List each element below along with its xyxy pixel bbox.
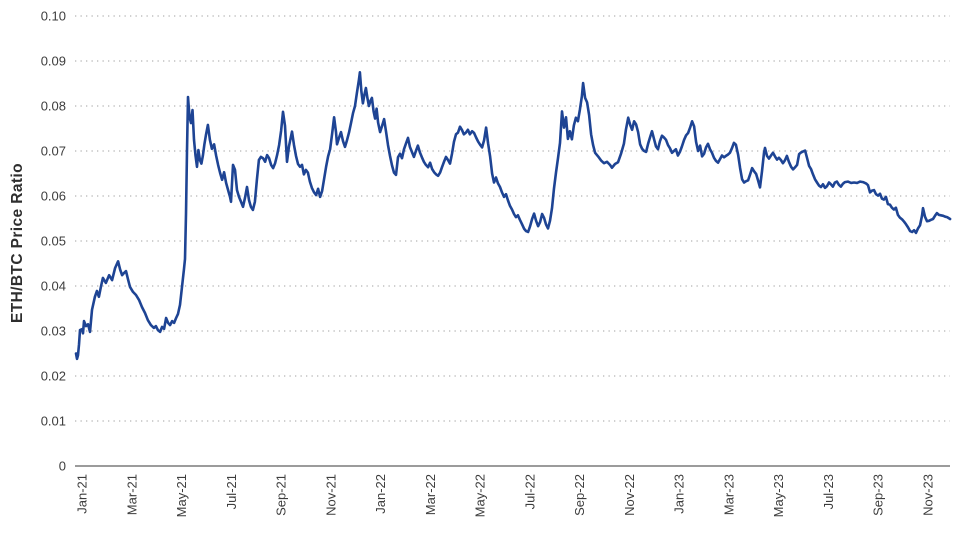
y-tick-label: 0.02 xyxy=(41,369,66,384)
x-tick-label: Jan-23 xyxy=(672,474,687,514)
x-tick-label: May-22 xyxy=(473,474,488,517)
x-tick-label: Jan-22 xyxy=(373,474,388,514)
x-tick-label: Jul-21 xyxy=(224,474,239,509)
x-tick-label: Mar-23 xyxy=(721,474,736,515)
x-axis-tick-labels: Jan-21 Mar-21 May-21 Jul-21 Sep-21 Nov-21 Jan-… xyxy=(75,474,936,517)
y-tick-label: 0.09 xyxy=(41,54,66,69)
series-lines xyxy=(74,71,952,361)
y-tick-label: 0.04 xyxy=(41,279,66,294)
x-tick-label: Mar-21 xyxy=(124,474,139,515)
x-tick-label: Sep-22 xyxy=(572,474,587,516)
y-tick-label: 0.03 xyxy=(41,324,66,339)
x-tick-label: Nov-22 xyxy=(622,474,637,516)
x-tick-label: Jul-22 xyxy=(522,474,537,509)
y-tick-label: 0.06 xyxy=(41,189,66,204)
y-tick-label: 0.07 xyxy=(41,144,66,159)
y-tick-label: 0 xyxy=(59,459,66,474)
y-tick-label: 0.10 xyxy=(41,9,66,24)
x-tick-label: Sep-23 xyxy=(871,474,886,516)
eth-btc-ratio-series-line xyxy=(74,71,952,361)
x-tick-label: May-21 xyxy=(174,474,189,517)
x-tick-label: May-23 xyxy=(771,474,786,517)
y-tick-label: 0.01 xyxy=(41,414,66,429)
x-tick-label: Jul-23 xyxy=(821,474,836,509)
y-tick-label: 0.08 xyxy=(41,99,66,114)
x-tick-label: Nov-23 xyxy=(920,474,935,516)
x-tick-label: Nov-21 xyxy=(323,474,338,516)
gridlines xyxy=(75,15,950,422)
y-axis-title: ETH/BTC Price Ratio xyxy=(9,162,26,324)
x-tick-label: Jan-21 xyxy=(75,474,90,514)
y-tick-label: 0.05 xyxy=(41,234,66,249)
x-tick-label: Mar-22 xyxy=(423,474,438,515)
y-axis-tick-labels: 0 0.01 0.02 0.03 0.04 0.05 0.06 0.07 0.08 0.09 0.1… xyxy=(41,9,66,474)
x-tick-label: Sep-21 xyxy=(274,474,289,516)
